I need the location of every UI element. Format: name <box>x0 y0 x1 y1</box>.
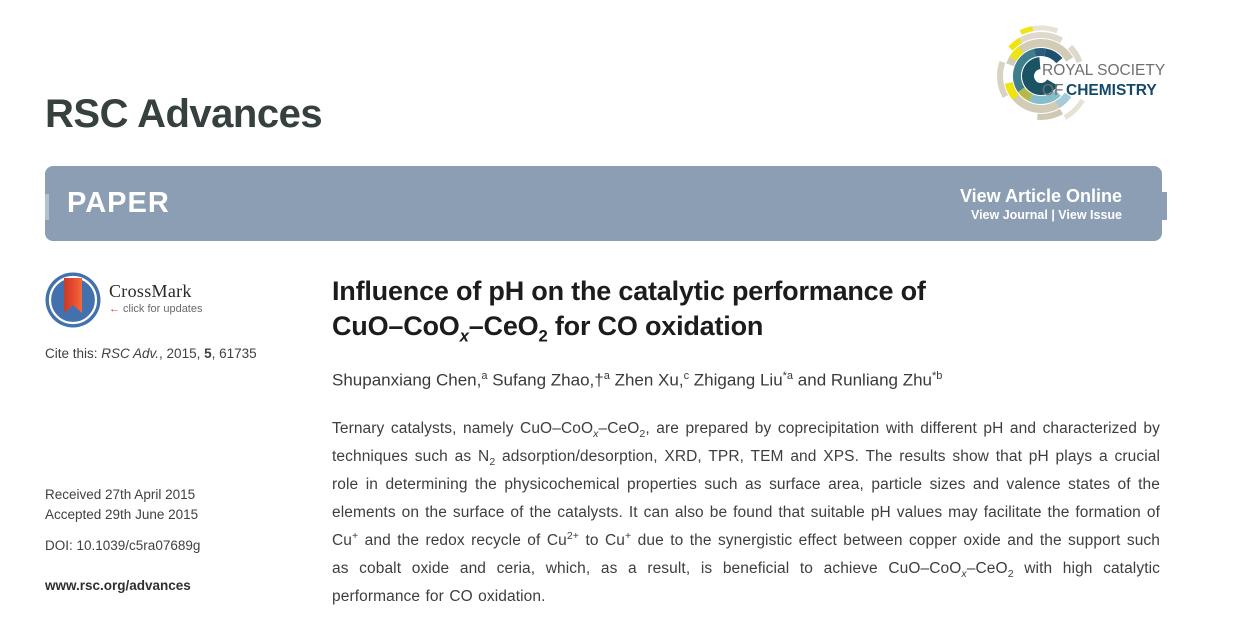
doi-line: DOI: 10.1039/c5ra07689g <box>45 538 201 553</box>
paper-banner: PAPER View Article Online View Journal |… <box>45 166 1167 241</box>
left-arrow-icon: ← <box>109 303 120 315</box>
author-list: Shupanxiang Chen,a Sufang Zhao,†a Zhen X… <box>332 370 943 390</box>
author: Zhen Xu, <box>609 370 684 390</box>
journal-title: RSC Advances <box>45 92 323 136</box>
crossmark-brand-text: CrossMark <box>109 281 192 301</box>
received-date: Received 27th April 2015 <box>45 487 196 502</box>
banner-left-notch <box>45 194 49 220</box>
view-article-online-link[interactable]: View Article Online <box>959 185 1122 206</box>
accepted-date: Accepted 29th June 2015 <box>45 507 199 522</box>
article-title: Influence of pH on the catalytic perform… <box>332 276 926 346</box>
banner-links: View Article Online View Journal | View … <box>960 185 1122 223</box>
logo-text-of: OF <box>1042 82 1064 99</box>
abstract-text: Ternary catalysts, namely CuO–CoOx–CeO2,… <box>332 420 1161 605</box>
author: Zhigang Liu <box>689 370 783 390</box>
crossmark-icon <box>45 272 101 328</box>
view-journal-issue-links[interactable]: View Journal | View Issue <box>970 207 1122 222</box>
author: and Runliang Zhu <box>793 370 932 390</box>
journal-website-link[interactable]: www.rsc.org/advances <box>45 578 191 593</box>
author: Shupanxiang Chen, <box>332 370 482 390</box>
received-accepted-dates: Received 27th April 2015 Accepted 29th J… <box>45 485 198 525</box>
logo-text-royal-society: ROYAL SOCIETY <box>1042 62 1165 79</box>
author: Sufang Zhao,† <box>487 370 604 390</box>
rsc-logo-icon: ROYAL SOCIETY OF CHEMISTRY <box>997 25 1165 120</box>
citation-line: Cite this: RSC Adv., 2015, 5, 61735 <box>45 346 257 361</box>
crossmark-badge[interactable]: CrossMark ← click for updates <box>45 272 202 328</box>
article-type-label: PAPER <box>67 187 170 219</box>
banner-right-tab <box>1157 192 1167 220</box>
logo-text-chemistry: CHEMISTRY <box>1066 82 1157 99</box>
crossmark-tagline: ← click for updates <box>109 303 203 315</box>
